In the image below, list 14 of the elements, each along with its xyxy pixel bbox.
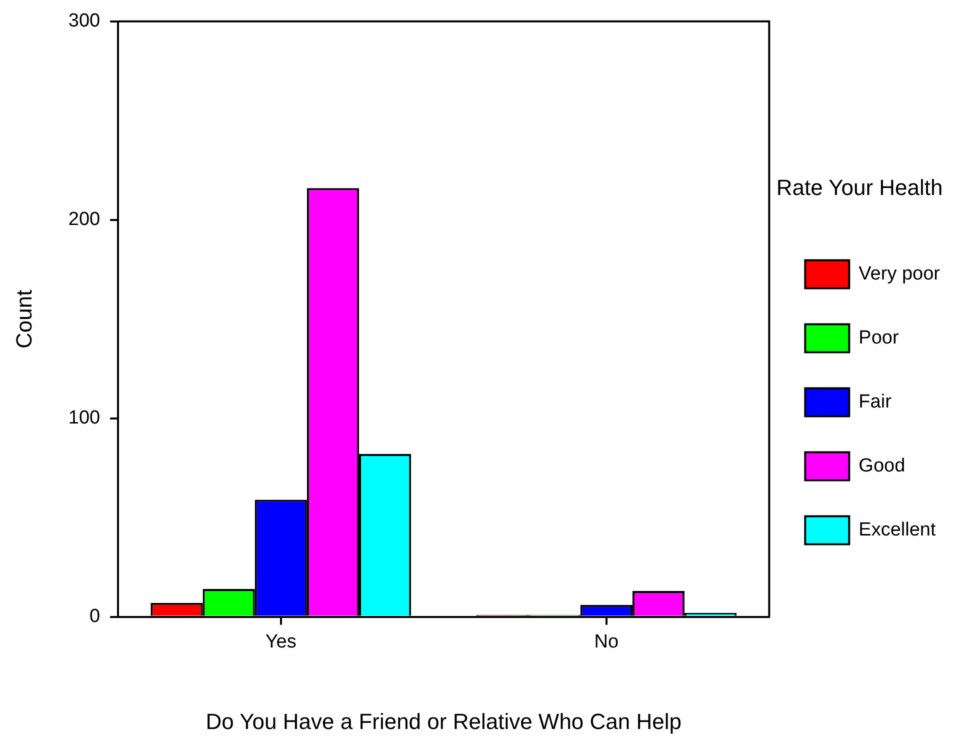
legend-label: Excellent bbox=[858, 519, 936, 540]
y-axis-title: Count bbox=[11, 290, 36, 348]
legend-label: Very poor bbox=[858, 263, 941, 284]
x-tick-label: No bbox=[594, 631, 619, 652]
y-tick-label: 100 bbox=[68, 408, 100, 429]
x-axis-title: Do You Have a Friend or Relative Who Can Help bbox=[206, 708, 682, 734]
y-tick-label: 200 bbox=[68, 209, 100, 230]
legend-label: Good bbox=[858, 455, 906, 476]
legend-title: Rate Your Health bbox=[776, 174, 943, 200]
legend-label: Poor bbox=[858, 327, 900, 348]
y-tick-label: 0 bbox=[90, 606, 100, 628]
y-tick-label: 300 bbox=[68, 10, 100, 32]
x-tick-label: Yes bbox=[265, 631, 296, 652]
legend-label: Fair bbox=[858, 391, 892, 412]
